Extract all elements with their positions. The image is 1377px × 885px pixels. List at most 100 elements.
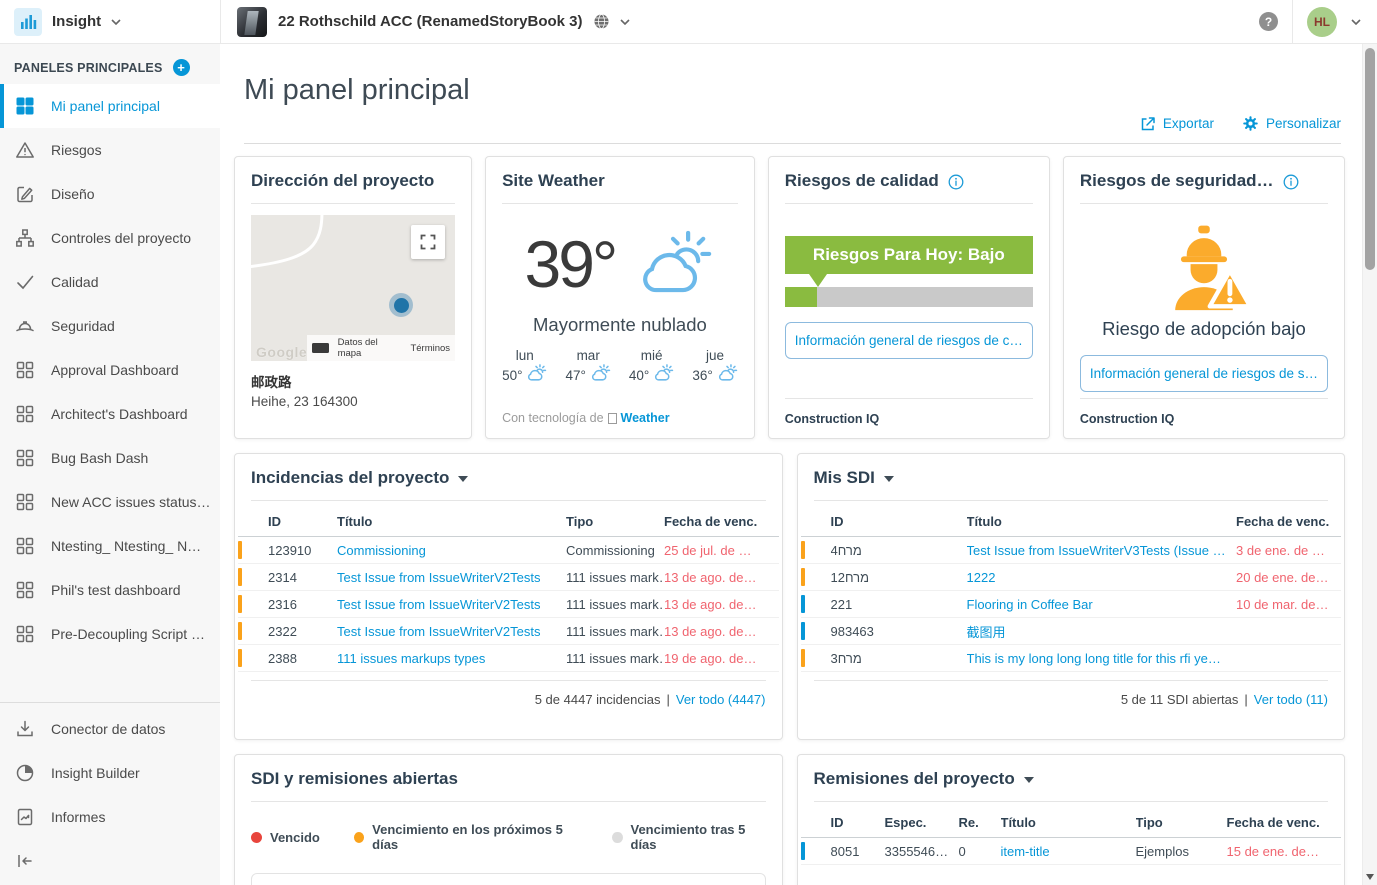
submittal-due-date: 15 de ene. de… bbox=[1226, 843, 1320, 859]
safety-risk-overview-button[interactable]: Información general de riesgos de s… bbox=[1079, 355, 1328, 392]
legend-item: Vencido bbox=[251, 822, 320, 852]
status-bar bbox=[238, 568, 242, 586]
issue-id: 2388 bbox=[268, 650, 297, 666]
page-actions: Exportar Personalizar bbox=[234, 115, 1341, 132]
rfi-title-link[interactable]: 1222 bbox=[966, 569, 996, 585]
sidebar-item-label: Calidad bbox=[51, 274, 99, 290]
issue-title-link[interactable]: Test Issue from IssueWriterV2Tests bbox=[337, 596, 541, 612]
submittal-title-link[interactable]: item-title bbox=[1000, 843, 1050, 859]
legend-item: Vencimiento tras 5 días bbox=[612, 822, 765, 852]
collapse-sidebar-button[interactable] bbox=[0, 839, 220, 883]
scrollbar-down-arrow[interactable] bbox=[1366, 874, 1374, 880]
checkmark-icon bbox=[17, 275, 34, 290]
export-label: Exportar bbox=[1162, 116, 1214, 131]
card-divider bbox=[251, 500, 766, 501]
quality-risk-card: Riesgos de calidad Riesgos Para Hoy: Baj… bbox=[767, 156, 1050, 439]
issues-table: ID Título Tipo Fecha de venc. 123910 Com… bbox=[238, 507, 779, 672]
card-title-dropdown[interactable]: Mis SDI bbox=[814, 468, 1329, 488]
sidebar-item-insight-builder[interactable]: Insight Builder bbox=[0, 751, 220, 795]
status-bar bbox=[800, 649, 805, 667]
avatar[interactable]: HL bbox=[1307, 6, 1337, 37]
table-row[interactable]: 3חרמ This is my long long long title for… bbox=[800, 645, 1341, 672]
scrollbar[interactable] bbox=[1362, 44, 1377, 885]
table-row[interactable]: 123910 Commissioning Commissioning 25 de… bbox=[238, 537, 779, 564]
sidebar-item-architects-dashboard[interactable]: Architect's Dashboard bbox=[0, 392, 220, 436]
info-icon[interactable] bbox=[948, 174, 964, 190]
map-terms-link[interactable]: Términos bbox=[410, 342, 451, 354]
sidebar-item-phils-test-dashboard[interactable]: Phil's test dashboard bbox=[0, 568, 220, 612]
rfi-title-link[interactable]: Test Issue from IssueWriterV3Tests (Issu… bbox=[966, 542, 1226, 558]
partly-cloudy-icon bbox=[591, 364, 611, 381]
table-row[interactable]: 2316 Test Issue from IssueWriterV2Tests … bbox=[238, 591, 779, 618]
card-title-dropdown[interactable]: Incidencias del proyecto bbox=[251, 468, 766, 488]
issue-title-link[interactable]: Commissioning bbox=[337, 542, 426, 558]
table-row[interactable]: 2314 Test Issue from IssueWriterV2Tests … bbox=[238, 564, 779, 591]
add-dashboard-button[interactable]: + bbox=[172, 59, 190, 76]
view-all-link[interactable]: Ver todo (11) bbox=[1253, 692, 1328, 707]
status-bar bbox=[238, 649, 242, 667]
legend-item: Vencimiento en los próximos 5 días bbox=[353, 822, 578, 852]
rfi-title-link[interactable]: Flooring in Coffee Bar bbox=[966, 596, 1093, 612]
issue-title-link[interactable]: Test Issue from IssueWriterV2Tests bbox=[337, 623, 541, 639]
info-icon[interactable] bbox=[1283, 174, 1299, 190]
issue-title-link[interactable]: 111 issues markups types bbox=[337, 650, 486, 666]
col-type: Tipo bbox=[566, 514, 594, 529]
sidebar-item-bug-bash-dash[interactable]: Bug Bash Dash bbox=[0, 436, 220, 480]
card-divider bbox=[502, 203, 738, 204]
app-switcher[interactable]: Insight bbox=[0, 0, 220, 43]
sidebar-item-riesgos[interactable]: Riesgos bbox=[0, 128, 220, 172]
sidebar-item-new-acc-issues-status[interactable]: New ACC issues status… bbox=[0, 480, 220, 524]
issue-title-link[interactable]: Test Issue from IssueWriterV2Tests bbox=[337, 569, 541, 585]
dashboard-outline-icon bbox=[16, 405, 34, 423]
sidebar-item-pre-decoupling-script[interactable]: Pre-Decoupling Script … bbox=[0, 612, 220, 656]
rfi-title-link[interactable]: This is my long long long title for this… bbox=[966, 650, 1221, 666]
table-row[interactable]: 983463 截图用 bbox=[800, 618, 1341, 645]
card-divider bbox=[784, 203, 1033, 204]
sidebar-item-conector-de-datos[interactable]: Conector de datos bbox=[0, 707, 220, 751]
sidebar-item-ntesting[interactable]: Ntesting_ Ntesting_ N… bbox=[0, 524, 220, 568]
hierarchy-icon bbox=[16, 229, 34, 247]
project-map[interactable]: Google Datos del mapa Términos bbox=[251, 215, 456, 361]
dashboard-outline-icon bbox=[16, 449, 34, 467]
issue-id: 2314 bbox=[268, 569, 297, 585]
table-row[interactable]: 4חרמ Test Issue from IssueWriterV3Tests … bbox=[800, 537, 1341, 564]
map-data-link[interactable]: Datos del mapa bbox=[337, 337, 378, 359]
quality-risk-overview-button[interactable]: Información general de riesgos de c… bbox=[784, 322, 1033, 359]
help-icon[interactable]: ? bbox=[1259, 12, 1278, 31]
personalize-button[interactable]: Personalizar bbox=[1242, 115, 1341, 132]
table-row[interactable]: 2388 111 issues markups types 111 issues… bbox=[238, 645, 779, 672]
sidebar-item-mi-panel-principal[interactable]: Mi panel principal bbox=[0, 84, 220, 128]
keyboard-shortcuts-icon[interactable] bbox=[312, 343, 329, 353]
table-row[interactable]: 8051 3355546… 0 item-title Ejemplos 15 d… bbox=[800, 838, 1341, 865]
sidebar-item-approval-dashboard[interactable]: Approval Dashboard bbox=[0, 348, 220, 392]
project-selector[interactable]: 22 Rothschild ACC (RenamedStoryBook 3) bbox=[220, 0, 1259, 43]
map-road bbox=[251, 215, 324, 268]
map-fullscreen-button[interactable] bbox=[411, 225, 446, 259]
table-row[interactable]: 221 Flooring in Coffee Bar 10 de mar. de… bbox=[800, 591, 1341, 618]
chevron-down-icon bbox=[111, 18, 121, 25]
submittal-type: Ejemplos bbox=[1135, 843, 1189, 859]
chevron-down-icon[interactable] bbox=[1351, 18, 1361, 25]
weather-provider-link[interactable]: Weather bbox=[620, 411, 670, 425]
sidebar-item-diseno[interactable]: Diseño bbox=[0, 172, 220, 216]
col-due: Fecha de venc. bbox=[1226, 815, 1320, 830]
export-button[interactable]: Exportar bbox=[1140, 115, 1214, 132]
submittal-spec: 3355546… bbox=[884, 843, 949, 859]
risk-progress-fill bbox=[784, 287, 817, 307]
construction-iq-label: Construction IQ bbox=[784, 412, 880, 426]
table-row[interactable]: 12חרמ 1222 20 de ene. de… bbox=[800, 564, 1341, 591]
scrollbar-thumb[interactable] bbox=[1365, 48, 1375, 270]
rfi-title-link[interactable]: 截图用 bbox=[966, 624, 1006, 640]
main-content: Mi panel principal Exportar Personalizar… bbox=[220, 44, 1362, 885]
sidebar-item-informes[interactable]: Informes bbox=[0, 795, 220, 839]
table-row[interactable]: 2322 Test Issue from IssueWriterV2Tests … bbox=[238, 618, 779, 645]
sidebar-item-seguridad[interactable]: Seguridad bbox=[0, 304, 220, 348]
dashboard-outline-icon bbox=[16, 537, 34, 555]
sidebar-item-controles-del-proyecto[interactable]: Controles del proyecto bbox=[0, 216, 220, 260]
col-title: Título bbox=[1000, 815, 1036, 830]
view-all-link[interactable]: Ver todo (4447) bbox=[675, 692, 766, 707]
col-id: ID bbox=[830, 514, 844, 529]
sidebar-item-calidad[interactable]: Calidad bbox=[0, 260, 220, 304]
card-title-dropdown[interactable]: Remisiones del proyecto bbox=[814, 769, 1329, 789]
top-header: Insight 22 Rothschild ACC (RenamedStoryB… bbox=[0, 0, 1377, 44]
